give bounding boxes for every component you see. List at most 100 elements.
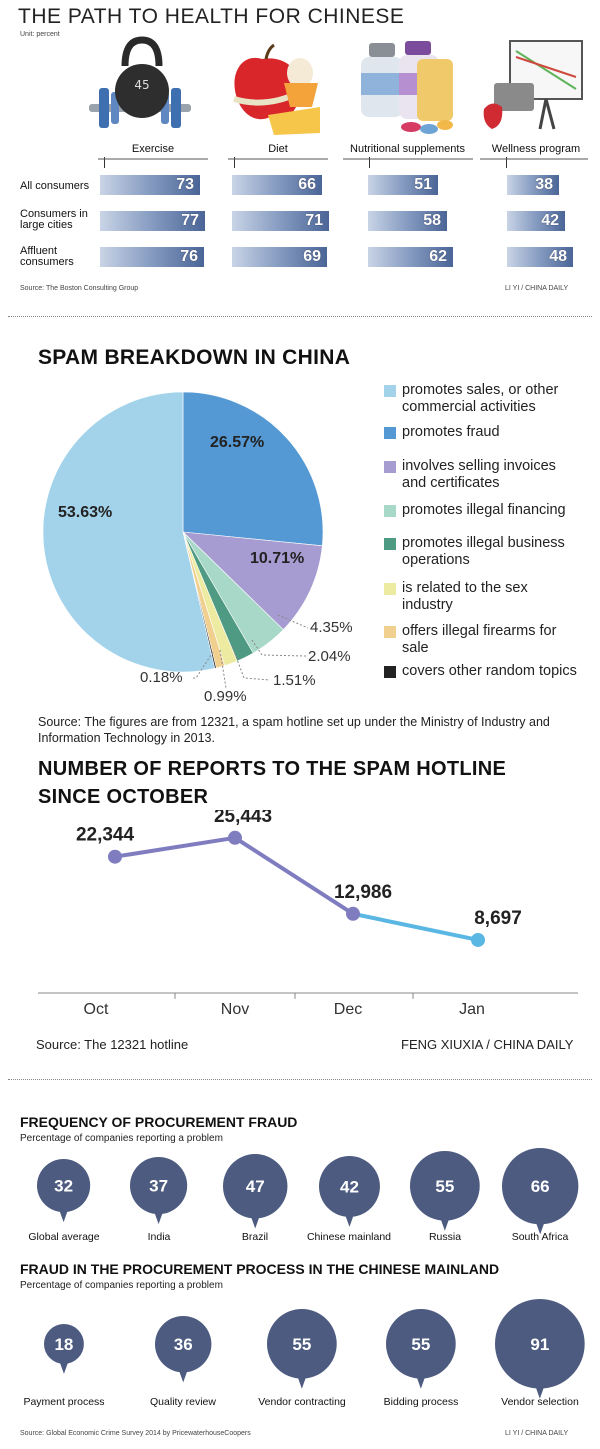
data-label: 8,697 xyxy=(474,908,522,929)
legend-label-0: promotes sales, or other commercial acti… xyxy=(402,382,559,415)
bar-1-1: 71 xyxy=(232,211,329,231)
bubble-label-0: Payment process xyxy=(23,1396,105,1408)
pie-leader-lines xyxy=(192,614,309,689)
bubble-circle xyxy=(44,1324,84,1364)
pie-slice-0 xyxy=(42,391,216,673)
bar-value-0-1: 77 xyxy=(181,212,199,229)
bubble-label-2: Brazil xyxy=(241,1231,269,1243)
pie-slice-1 xyxy=(182,391,324,547)
bar-value-3-2: 48 xyxy=(549,248,567,265)
bubble-value: 55 xyxy=(436,1177,455,1196)
legend-swatch-4 xyxy=(384,538,396,550)
pie-label-business: 2.04% xyxy=(308,648,351,665)
legend-label-3: promotes illegal financing xyxy=(402,502,566,518)
bar-value-3-1: 42 xyxy=(541,212,559,229)
x-tick-label: Nov xyxy=(221,1001,249,1018)
bubble-value: 47 xyxy=(246,1177,265,1196)
pie-label-financing: 4.35% xyxy=(310,619,353,636)
bubble-pointer xyxy=(534,1220,545,1235)
bar-value-1-2: 69 xyxy=(303,248,321,265)
bubble-circle xyxy=(318,1155,380,1217)
bubble-pointer xyxy=(343,1212,354,1227)
fraud-frequency-title: FREQUENCY OF PROCUREMENT FRAUD xyxy=(20,1114,298,1130)
row-label-cities: Consumers in large cities xyxy=(20,208,88,231)
hotline-credit: FENG XIUXIA / CHINA DAILY xyxy=(401,1037,574,1052)
series-line-segment xyxy=(352,911,479,942)
hotline-title-line1: NUMBER OF REPORTS TO THE SPAM HOTLINE xyxy=(38,758,507,780)
bar-value-1-0: 66 xyxy=(298,176,316,193)
bubble-4: 55 xyxy=(410,1151,480,1231)
legend-swatch-0 xyxy=(384,385,396,397)
bar-value-0-2: 76 xyxy=(180,248,198,265)
legend-label-4: promotes illegal business operations xyxy=(402,535,565,568)
bubble-pointer xyxy=(249,1214,260,1229)
bubble-5: 66 xyxy=(501,1147,579,1235)
fraud-frequency-subtitle: Percentage of companies reporting a prob… xyxy=(20,1133,223,1144)
pie-label-sales: 53.63% xyxy=(58,504,113,521)
bubble-value: 37 xyxy=(150,1177,169,1196)
bar-value-2-1: 58 xyxy=(423,212,441,229)
bubble-label-5: South Africa xyxy=(511,1231,569,1243)
legend-swatch-5 xyxy=(384,583,396,595)
spam-title: SPAM BREAKDOWN IN CHINA xyxy=(38,346,351,369)
bar-3-0: 38 xyxy=(507,175,559,195)
bubble-pointer xyxy=(58,1359,69,1374)
bar-2-2: 62 xyxy=(368,247,453,267)
bubble-pointer xyxy=(58,1208,69,1223)
bubble-value: 66 xyxy=(531,1177,550,1196)
x-tick-label: Dec xyxy=(334,1001,362,1018)
bubble-value: 42 xyxy=(340,1177,359,1196)
bubble-2: 47 xyxy=(222,1153,288,1229)
data-point xyxy=(471,932,485,947)
legend-label-1: promotes fraud xyxy=(402,424,500,440)
bubble-circle xyxy=(267,1309,337,1379)
bubble-label-2: Vendor contracting xyxy=(258,1396,346,1408)
bubble-label-3: Chinese mainland xyxy=(306,1231,392,1243)
row-label-all: All consumers xyxy=(20,180,90,192)
legend-swatch-1 xyxy=(384,427,396,439)
hotline-title-line2: SINCE OCTOBER xyxy=(38,786,209,808)
bar-0-2: 76 xyxy=(100,247,204,267)
bubble-label-4: Vendor selection xyxy=(501,1396,579,1408)
data-point xyxy=(228,830,242,845)
bar-value-0-0: 73 xyxy=(176,176,194,193)
series-line-segment xyxy=(114,835,236,859)
pie-slice-2 xyxy=(182,531,323,631)
col-head-diet: Diet xyxy=(268,143,288,155)
bar-0-1: 77 xyxy=(100,211,205,231)
bubble-value: 36 xyxy=(174,1335,193,1354)
bar-1-2: 69 xyxy=(232,247,327,267)
legend-label-2: involves selling invoices and certificat… xyxy=(402,458,556,491)
divider xyxy=(8,316,592,317)
x-tick-label: Jan xyxy=(459,1001,485,1018)
bubble-circle xyxy=(410,1151,480,1221)
bubble-0: 32 xyxy=(37,1159,91,1223)
bubble-label-4: Russia xyxy=(428,1231,462,1243)
row-label-affluent: Affluent consumers xyxy=(20,245,74,268)
series-line-segment xyxy=(233,836,355,916)
bubble-label-0: Global average xyxy=(28,1231,100,1243)
supplement-bottles-icon xyxy=(361,41,453,134)
col-tick xyxy=(234,157,235,168)
legend-label-7: covers other random topics xyxy=(402,663,577,679)
bubble-pointer xyxy=(153,1210,164,1225)
legend-swatch-7 xyxy=(384,666,396,678)
col-tick xyxy=(104,157,105,168)
bubble-value: 91 xyxy=(531,1335,550,1354)
pie-label-firearms: 0.99% xyxy=(204,688,247,705)
data-label: 22,344 xyxy=(76,825,135,846)
pie-label-fraud: 26.57% xyxy=(210,434,265,451)
bubble-0: 18 xyxy=(44,1324,84,1374)
legend-swatch-2 xyxy=(384,461,396,473)
unit-label: Unit: percent xyxy=(20,31,60,38)
col-tick xyxy=(506,157,507,168)
bar-value-2-2: 62 xyxy=(429,248,447,265)
bubble-value: 55 xyxy=(293,1335,312,1354)
bubble-value: 18 xyxy=(55,1335,74,1354)
svg-text:45: 45 xyxy=(134,78,149,92)
data-label: 25,443 xyxy=(214,810,272,827)
bubble-label-1: India xyxy=(147,1231,171,1243)
bubble-label-3: Bidding process xyxy=(383,1396,459,1408)
bar-value-3-0: 38 xyxy=(535,176,553,193)
pie-label-sex: 1.51% xyxy=(273,672,316,689)
